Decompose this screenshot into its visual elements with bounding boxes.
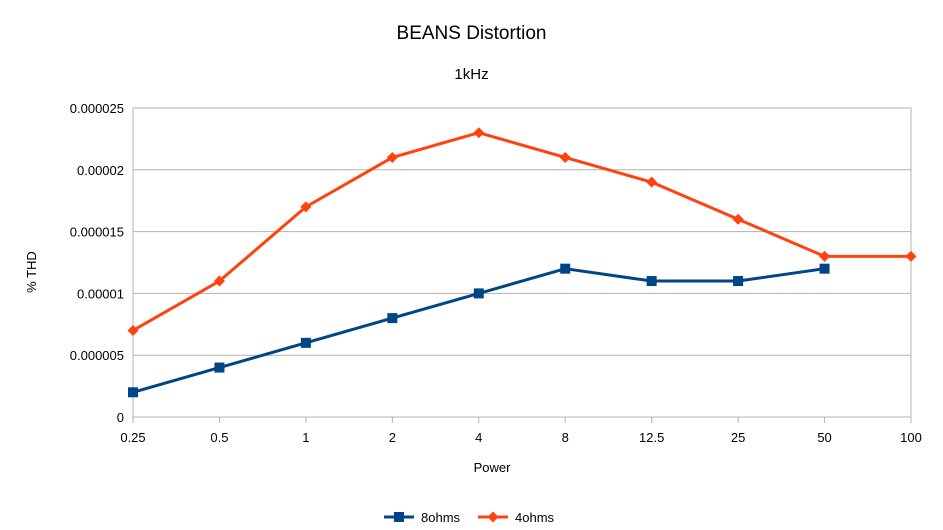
chart-subtitle: 1kHz [454,66,488,83]
data-point [300,337,311,348]
data-point [386,151,398,163]
data-point [560,263,571,274]
gridlines [133,169,911,356]
x-tick-label: 4 [475,430,482,445]
y-tick-label: 0.000025 [70,101,124,116]
y-tick-label: 0 [117,410,124,425]
series-8ohms [128,263,830,398]
data-point [127,324,139,336]
series-line [132,131,911,332]
y-axis-label: % THD [24,251,39,293]
data-point [128,387,138,398]
y-tick-label: 0.000005 [70,348,124,363]
data-point [646,176,658,188]
data-point [819,263,830,274]
legend-item: 8ohms [384,510,461,525]
data-point [387,313,398,324]
data-point [214,362,225,373]
data-point [819,250,831,262]
chart-title: BEANS Distortion [397,23,547,44]
legend-item: 4ohms [478,510,555,525]
x-tick-label: 12.5 [639,430,664,445]
data-point [300,201,312,213]
x-tick-label: 0.25 [120,430,145,445]
x-tick-label: 0.5 [210,430,228,445]
legend-swatch-marker [394,512,404,522]
x-tick-label: 50 [817,430,831,445]
x-tick-label: 8 [562,430,569,445]
x-tick-label: 100 [900,430,922,445]
data-point [213,275,225,287]
legend: 8ohms 4ohms [384,510,555,525]
y-tick-label: 0.00002 [77,163,124,178]
series-4ohms [127,127,917,336]
series-group [127,127,917,398]
legend-label: 4ohms [515,510,555,525]
x-axis-ticks: 0.25 0.5 1 2 4 8 12.5 25 50 100 [120,417,922,445]
data-point [473,288,484,299]
y-axis-ticks: 0 0.000005 0.00001 0.000015 0.00002 0.000025 [70,101,124,425]
y-tick-label: 0.000015 [70,225,124,240]
x-tick-label: 1 [302,430,309,445]
data-point [646,276,657,287]
legend-label: 8ohms [421,510,461,525]
x-tick-label: 25 [731,430,745,445]
legend-swatch-marker [487,511,499,523]
series-line [132,267,825,394]
x-tick-label: 2 [389,430,396,445]
data-point [559,151,571,163]
data-point [905,250,917,262]
data-point [733,276,744,287]
data-point [473,127,485,139]
y-tick-label: 0.00001 [77,286,124,301]
x-axis-label: Power [474,460,512,475]
data-point [732,213,744,225]
plot-area-frame [132,107,912,418]
